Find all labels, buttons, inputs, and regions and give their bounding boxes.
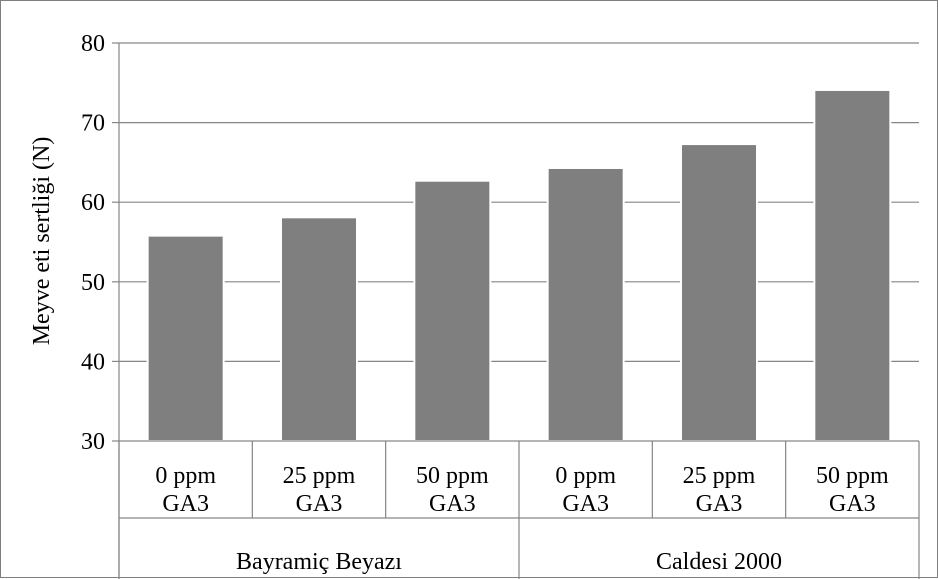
category-label-line2: GA3 <box>429 491 476 517</box>
category-label-line1: 25 ppm <box>683 463 756 489</box>
bars <box>146 88 892 443</box>
category-label-line2: GA3 <box>162 491 209 517</box>
category-label-line2: GA3 <box>296 491 343 517</box>
category-label-line1: 0 ppm <box>555 463 616 489</box>
y-tick-label: 80 <box>81 31 105 57</box>
bar <box>680 143 758 442</box>
bar <box>280 216 358 442</box>
group-labels: Bayramiç Beyazı Caldesi 2000 <box>236 549 782 575</box>
y-tick-label: 30 <box>81 429 105 455</box>
y-tick-label: 40 <box>81 349 105 375</box>
bar <box>413 179 492 442</box>
category-label-line1: 25 ppm <box>283 463 356 489</box>
group-label: Bayramiç Beyazı <box>236 549 402 575</box>
bar <box>813 88 892 443</box>
group-label: Caldesi 2000 <box>656 549 782 575</box>
y-tick-label: 50 <box>81 270 105 296</box>
axes <box>112 42 920 579</box>
y-tick-label: 70 <box>81 111 105 137</box>
gridlines <box>119 42 919 362</box>
bar <box>146 234 225 442</box>
category-label-line1: 50 ppm <box>416 463 489 489</box>
category-label-line2: GA3 <box>562 491 609 517</box>
y-tick-label: 60 <box>81 190 105 216</box>
category-label-line2: GA3 <box>829 491 876 517</box>
bar <box>546 166 625 443</box>
y-tick-labels: 30 40 50 60 70 80 <box>81 31 105 455</box>
category-label-line1: 50 ppm <box>816 463 889 489</box>
category-label-line1: 0 ppm <box>155 463 216 489</box>
category-label-line2: GA3 <box>696 491 743 517</box>
y-axis-title: Meyve eti sertliği (N) <box>29 137 55 346</box>
